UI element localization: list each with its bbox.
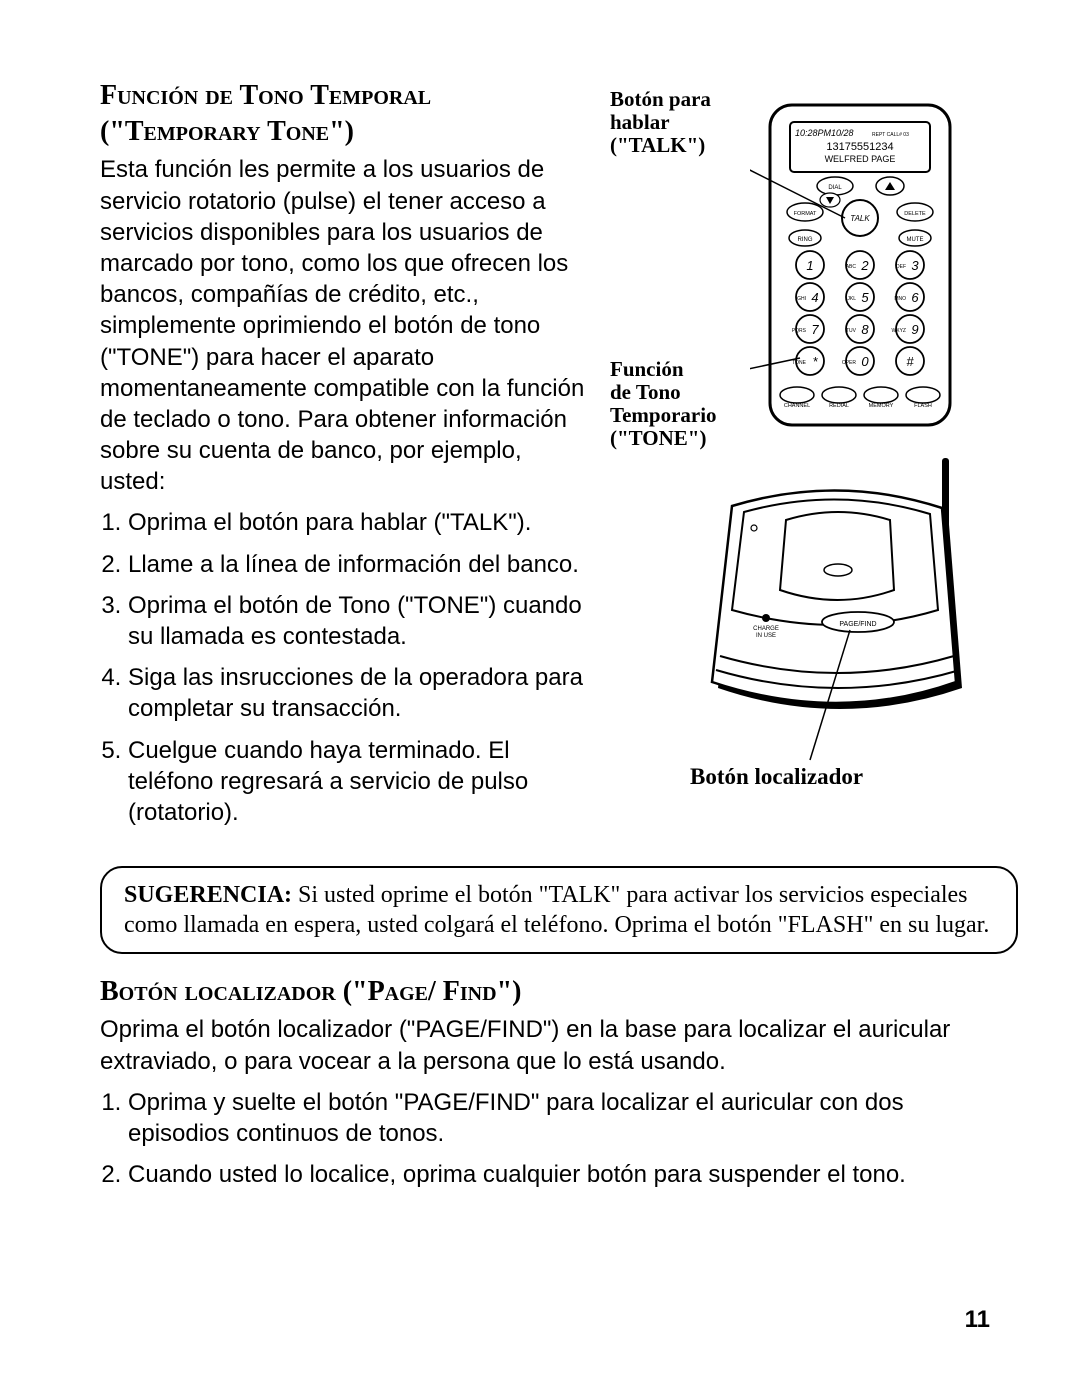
page-root: Función de Tono Temporal ("Temporary Ton… — [0, 0, 1080, 1374]
keypad-key-number: 3 — [911, 258, 919, 273]
callout-talk-line: Botón para — [610, 88, 711, 111]
bottom-button — [864, 387, 898, 403]
keypad-key-letters: TONE — [792, 360, 806, 366]
keypad-key-number: 8 — [861, 322, 869, 337]
mute-label: MUTE — [907, 237, 924, 243]
section2-steps: Oprima y suelte el botón "PAGE/FIND" par… — [100, 1087, 970, 1191]
section1-step: Cuelgue cuando haya terminado. El teléfo… — [128, 735, 590, 829]
callout-tone-label: Función de Tono Temporario ("TONE") — [610, 358, 717, 450]
keypad-key-letters: MNO — [894, 296, 906, 302]
keypad-key-number: 9 — [911, 322, 918, 337]
talk-label: TALK — [850, 214, 870, 223]
right-column: Botón para hablar ("TALK") Función de To… — [610, 80, 990, 838]
tip-label: SUGERENCIA: — [124, 882, 292, 908]
charge-label2: IN USE — [756, 633, 776, 639]
bottom-button — [780, 387, 814, 403]
handset-illustration: 10:28PM10/28 REPT CALL# 03 13175551234 W… — [750, 100, 970, 430]
section1-step: Llame a la línea de información del banc… — [128, 549, 590, 580]
section2-step: Oprima y suelte el botón "PAGE/FIND" par… — [128, 1087, 970, 1149]
charge-label1: CHARGE — [753, 626, 779, 632]
pagefind-label: PAGE/FIND — [839, 621, 876, 628]
keypad-key-number: # — [906, 354, 914, 369]
section1-heading-line1: Función de Tono Temporal — [100, 80, 590, 112]
section2-heading: Botón localizador ("Page/ Find") — [100, 976, 970, 1008]
section1-step: Siga las insrucciones de la operadora pa… — [128, 662, 590, 724]
keypad-key-number: 1 — [806, 258, 813, 273]
keypad-key-number: 2 — [860, 258, 869, 273]
keypad-key-letters: TUV — [846, 328, 857, 334]
keypad-key-letters: GHI — [797, 296, 806, 302]
base-cradle — [780, 512, 894, 600]
keypad-key-number: 4 — [811, 290, 818, 305]
keypad-key-letters: WXYZ — [892, 328, 906, 334]
section1-step: Oprima el botón para hablar ("TALK"). — [128, 507, 590, 538]
page-number: 11 — [965, 1306, 990, 1334]
keypad-key-letters: PQRS — [792, 328, 807, 334]
section2-paragraph: Oprima el botón localizador ("PAGE/FIND"… — [100, 1014, 970, 1076]
charge-led-icon — [762, 614, 770, 622]
keypad-key-letters: OPER — [842, 360, 857, 366]
bottom-button-label: REDIAL — [829, 403, 849, 409]
base-cradle-contact — [824, 564, 852, 576]
keypad-key-letters: DEF — [896, 264, 906, 270]
screen-line2: 13175551234 — [826, 141, 893, 153]
bottom-button-label: CHANNEL — [784, 403, 810, 409]
screen-suffix: REPT CALL# 03 — [872, 132, 909, 138]
callout-tone-line: Función — [610, 358, 717, 381]
base-pin — [751, 525, 757, 531]
keypad-key-number: 5 — [861, 290, 869, 305]
keypad-key-number: 0 — [861, 354, 869, 369]
keypad-key-number: 6 — [911, 290, 919, 305]
format-label: FORMAT — [794, 211, 817, 217]
two-column-layout: Función de Tono Temporal ("Temporary Ton… — [100, 80, 1000, 838]
callout-talk-label: Botón para hablar ("TALK") — [610, 88, 711, 157]
bottom-button-label: FLASH — [914, 403, 932, 409]
keypad-key-letters: JKL — [847, 296, 856, 302]
section1-heading-line2: ("Temporary Tone") — [100, 116, 590, 148]
delete-label: DELETE — [904, 211, 926, 217]
section2-step: Cuando usted lo localice, oprima cualqui… — [128, 1159, 970, 1190]
callout-talk-line: hablar — [610, 111, 711, 134]
bottom-button — [822, 387, 856, 403]
dial-label: DIAL — [828, 185, 842, 191]
base-callout-label: Botón localizador — [690, 764, 863, 790]
bottom-button-label: MEMORY — [869, 403, 894, 409]
ring-label: RING — [798, 237, 813, 243]
keypad-key-number: 7 — [811, 322, 819, 337]
screen-line1: 10:28PM10/28 — [795, 128, 854, 138]
section1-paragraph: Esta función les permite a los usuarios … — [100, 154, 590, 497]
section2: Botón localizador ("Page/ Find") Oprima … — [100, 976, 970, 1190]
callout-talk-line: ("TALK") — [610, 134, 711, 157]
screen-line3: WELFRED PAGE — [825, 154, 896, 164]
section1-step: Oprima el botón de Tono ("TONE") cuando … — [128, 590, 590, 652]
left-column: Función de Tono Temporal ("Temporary Ton… — [100, 80, 610, 838]
callout-tone-line: ("TONE") — [610, 427, 717, 450]
bottom-button — [906, 387, 940, 403]
section1-steps: Oprima el botón para hablar ("TALK"). Ll… — [100, 507, 590, 828]
tip-box: SUGERENCIA: Si usted oprime el botón "TA… — [100, 866, 1018, 954]
keypad-key-letters: ABC — [846, 264, 857, 270]
callout-tone-line: de Tono — [610, 381, 717, 404]
callout-tone-line: Temporario — [610, 404, 717, 427]
base-illustration: CHARGE IN USE PAGE/FIND — [690, 450, 990, 770]
